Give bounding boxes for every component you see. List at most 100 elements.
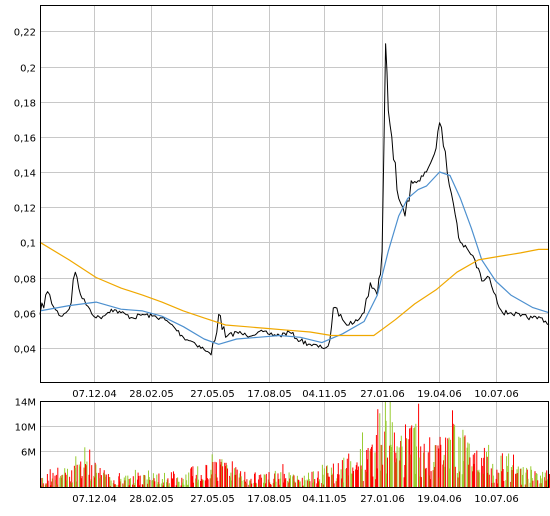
- volume-bar: [70, 483, 72, 488]
- volume-bar: [113, 480, 115, 488]
- volume-bar: [80, 461, 82, 488]
- volume-bar: [434, 467, 435, 488]
- volume-bar: [425, 468, 426, 488]
- volume-bar: [62, 474, 64, 488]
- volume-bar: [238, 477, 240, 488]
- volume-bar: [264, 475, 266, 488]
- volume-bar: [214, 461, 216, 488]
- x-tick-label: 17.08.05: [247, 494, 292, 505]
- volume-bar: [304, 480, 306, 488]
- y-tick-label: 0,14: [14, 169, 36, 180]
- volume-bar: [200, 481, 201, 488]
- volume-bar: [46, 483, 48, 488]
- volume-bar: [351, 473, 353, 488]
- volume-bar: [216, 477, 218, 488]
- volume-bar: [396, 458, 397, 488]
- volume-bar: [510, 467, 512, 488]
- volume-bar: [343, 457, 345, 488]
- volume-bar: [457, 477, 459, 488]
- volume-bar: [348, 453, 350, 488]
- moving-average-short: [39, 171, 550, 345]
- volume-bar: [459, 471, 460, 488]
- volume-bar: [66, 480, 68, 488]
- volume-bar: [71, 470, 73, 488]
- volume-bar: [346, 458, 348, 488]
- volume-bar: [361, 469, 363, 488]
- volume-bar: [356, 462, 358, 488]
- volume-bar: [519, 468, 521, 488]
- volume-bar: [167, 478, 169, 488]
- volume-bar: [502, 469, 504, 488]
- volume-bar: [220, 461, 222, 488]
- volume-bar: [438, 477, 440, 488]
- volume-bar: [535, 475, 537, 488]
- volume-bar: [99, 468, 101, 488]
- volume-bar: [449, 468, 451, 488]
- volume-bar: [125, 475, 127, 488]
- volume-bar: [175, 485, 177, 488]
- volume-bar: [141, 484, 143, 488]
- volume-bar: [367, 448, 369, 488]
- x-tick-label: 27.05.05: [190, 494, 235, 505]
- volume-bar: [211, 474, 213, 488]
- volume-bar: [115, 485, 117, 488]
- volume-bar: [60, 475, 62, 488]
- volume-bar: [190, 468, 192, 488]
- volume-bar: [345, 468, 347, 488]
- volume-bar: [299, 482, 300, 488]
- volume-bar: [220, 464, 222, 488]
- volume-bar: [336, 478, 338, 488]
- volume-bar: [372, 476, 374, 488]
- x-tick-label: 10.07.06: [474, 494, 519, 505]
- volume-bar: [496, 469, 498, 488]
- volume-bar: [89, 449, 91, 488]
- moving-average-long: [39, 241, 549, 337]
- volume-bar: [84, 447, 86, 488]
- volume-bar: [515, 473, 517, 488]
- price-series-group: [39, 43, 550, 356]
- volume-bar: [498, 473, 500, 488]
- volume-bar: [450, 439, 451, 488]
- volume-bar: [308, 479, 310, 488]
- volume-bar: [463, 461, 465, 488]
- volume-bar: [425, 467, 427, 488]
- volume-bar: [144, 475, 146, 488]
- volume-bar: [477, 471, 479, 488]
- volume-bar: [207, 479, 209, 488]
- volume-bar: [151, 480, 153, 488]
- volume-bar: [294, 482, 296, 488]
- volume-bar: [159, 483, 161, 488]
- volume-bar: [464, 435, 466, 488]
- volume-bar: [260, 477, 262, 488]
- volume-bar: [389, 445, 390, 488]
- volume-bar: [267, 479, 269, 488]
- price-line: [39, 43, 550, 356]
- volume-bar: [353, 471, 354, 488]
- volume-bar: [285, 478, 287, 488]
- volume-bar: [275, 481, 277, 488]
- volume-bar: [487, 472, 489, 488]
- volume-bar: [313, 481, 315, 488]
- volume-bar: [152, 480, 154, 488]
- volume-bar: [85, 465, 87, 488]
- volume-bar: [303, 475, 305, 488]
- volume-bar: [98, 478, 100, 488]
- volume-bar: [76, 464, 78, 488]
- volume-bar: [517, 473, 519, 488]
- volume-bar: [303, 485, 305, 488]
- volume-bar: [156, 474, 158, 488]
- volume-bar: [318, 481, 320, 488]
- volume-bar: [269, 482, 271, 488]
- volume-bar: [157, 482, 159, 488]
- x-tick-label: 19.04.06: [417, 494, 462, 505]
- volume-bar: [483, 447, 485, 488]
- volume-bar: [129, 478, 131, 488]
- volume-bar: [47, 480, 49, 488]
- volume-bar: [142, 484, 144, 488]
- volume-bar: [64, 468, 66, 488]
- volume-bar: [440, 444, 442, 488]
- volume-bar: [90, 479, 92, 488]
- volume-bar: [138, 476, 140, 488]
- volume-bar: [506, 465, 508, 488]
